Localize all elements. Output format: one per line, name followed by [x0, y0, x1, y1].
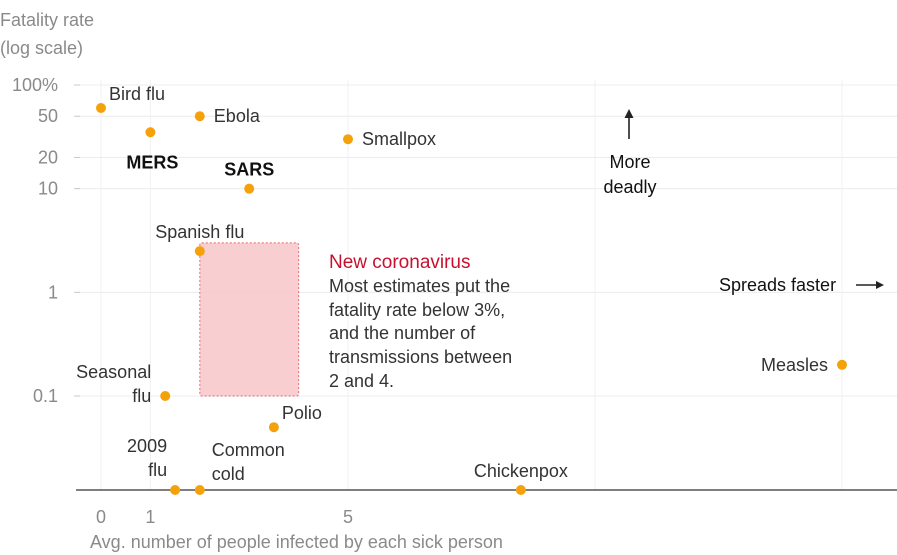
highlight-region-layer [199, 242, 300, 397]
data-point [343, 134, 353, 145]
data-point [145, 127, 156, 138]
y-axis-title-line-1: Fatality rate [0, 10, 94, 30]
highlight-text-line-2: fatality rate below 3%, [329, 300, 505, 320]
y-tick-label: 100% [12, 75, 58, 95]
more-deadly-label-line-2: deadly [603, 177, 656, 197]
point-label: Polio [282, 403, 322, 423]
y-tick-label: 1 [48, 282, 58, 302]
highlight-text-line-1: Most estimates put the [329, 276, 510, 296]
point-label: MERS [126, 152, 178, 172]
more-deadly-label-line-1: More [609, 152, 650, 172]
x-tick-label: 5 [343, 507, 353, 527]
data-point [244, 183, 255, 194]
point-label: Ebola [214, 106, 261, 126]
y-axis-title-line-2: (log scale) [0, 38, 83, 58]
data-point [160, 391, 171, 401]
point-labels: Bird flu MERS Ebola Smallpox SARS Spanish flu… [76, 84, 828, 484]
highlight-text-line-3: and the number of [329, 323, 476, 343]
point-label: Chickenpox [474, 461, 568, 481]
data-point [837, 359, 847, 370]
right-arrow-icon [856, 281, 884, 289]
axes: 100% 50 20 10 1 0.1 0 1 5 [12, 75, 897, 527]
data-points [96, 102, 847, 495]
point-label: Bird flu [109, 84, 165, 104]
highlight-text-line-4: transmissions between [329, 347, 512, 367]
up-arrow-icon [624, 109, 634, 139]
y-tick-label: 0.1 [33, 386, 58, 406]
x-tick-label: 1 [145, 507, 155, 527]
y-tick-label: 50 [38, 106, 58, 126]
spreads-faster-label: Spreads faster [719, 275, 836, 295]
highlight-text-line-5: 2 and 4. [329, 371, 394, 391]
point-label: Smallpox [362, 129, 436, 149]
data-point [268, 422, 279, 433]
point-label: flu [148, 460, 167, 480]
x-tick-label: 0 [96, 507, 106, 527]
point-label: flu [132, 386, 151, 406]
point-label: SARS [224, 160, 274, 180]
data-point [515, 485, 526, 495]
point-label: Common [212, 440, 285, 460]
data-point [194, 485, 205, 495]
point-label: Spanish flu [155, 222, 244, 242]
data-point [96, 102, 106, 113]
y-tick-label: 10 [38, 179, 58, 199]
point-label: 2009 [127, 436, 167, 456]
point-label: Seasonal [76, 362, 151, 382]
data-point [170, 485, 181, 495]
y-tick-label: 20 [38, 147, 58, 167]
point-label: Measles [761, 355, 828, 375]
data-point [194, 246, 205, 257]
highlight-title: New coronavirus [329, 252, 471, 273]
data-point [194, 111, 205, 122]
new-coronavirus-region [199, 242, 300, 397]
x-axis-title: Avg. number of people infected by each s… [90, 532, 503, 552]
point-label: cold [212, 464, 245, 484]
